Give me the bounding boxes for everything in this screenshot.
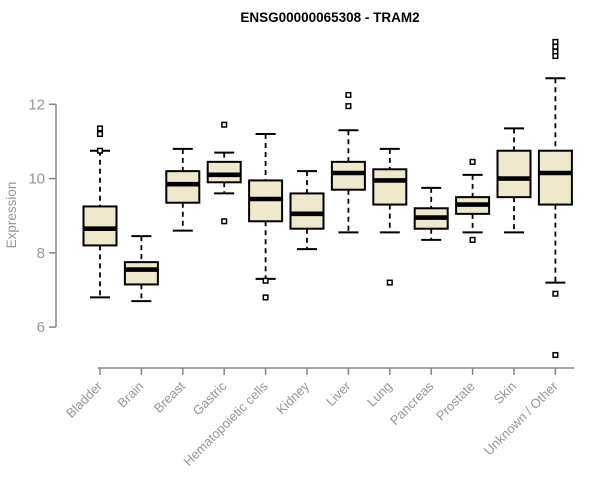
box-lung	[372, 168, 408, 206]
outlier-marker-hematopoietic-cells	[262, 277, 269, 284]
x-axis-label-breast: Breast	[151, 378, 188, 415]
x-axis-label-prostate: Prostate	[433, 379, 478, 424]
box-liver	[330, 160, 366, 191]
y-axis-tick-label: 10	[28, 171, 45, 188]
box-brain	[123, 261, 159, 286]
outlier-marker-bladder	[96, 130, 104, 138]
y-axis-title: Expression	[4, 182, 19, 249]
box-kidney	[289, 192, 325, 230]
outlier-marker-gastric	[221, 121, 228, 128]
x-axis-label-pancreas: Pancreas	[387, 378, 437, 428]
y-axis-tick-label: 8	[37, 245, 45, 262]
outlier-marker-unknown-other	[552, 290, 559, 297]
outlier-marker-prostate	[469, 236, 476, 243]
box-unknown-other	[537, 149, 573, 206]
x-axis-label-kidney: Kidney	[273, 378, 312, 417]
x-axis-label-bladder: Bladder	[63, 378, 106, 421]
box-skin	[496, 149, 532, 199]
box-breast	[165, 170, 201, 204]
outlier-marker-liver	[345, 91, 352, 99]
outlier-marker-lung	[386, 279, 393, 286]
outlier-marker-gastric	[221, 218, 228, 225]
outlier-marker-unknown-other	[552, 52, 559, 60]
y-axis-tick-label: 12	[28, 96, 45, 113]
outlier-marker-prostate	[469, 158, 476, 165]
outlier-marker-hematopoietic-cells	[262, 294, 269, 301]
outlier-marker-unknown-other	[552, 43, 559, 50]
y-axis-tick-label: 6	[37, 319, 45, 336]
x-axis-label-skin: Skin	[491, 379, 519, 407]
x-axis-label-brain: Brain	[114, 379, 146, 411]
box-gastric	[206, 160, 242, 184]
outlier-marker-liver	[345, 103, 352, 110]
x-axis-label-liver: Liver	[323, 378, 354, 409]
outlier-marker-unknown-other	[552, 351, 559, 359]
chart-title: ENSG00000065308 - TRAM2	[240, 10, 419, 25]
outlier-marker-bladder	[96, 147, 104, 154]
x-axis-label-gastric: Gastric	[190, 378, 230, 418]
x-axis-label-lung: Lung	[364, 379, 395, 410]
box-bladder	[82, 205, 118, 247]
x-axis-label-unknown-other: Unknown / Other	[481, 378, 561, 458]
outlier-marker-unknown-other	[552, 38, 559, 45]
outlier-marker-bladder	[96, 125, 104, 132]
